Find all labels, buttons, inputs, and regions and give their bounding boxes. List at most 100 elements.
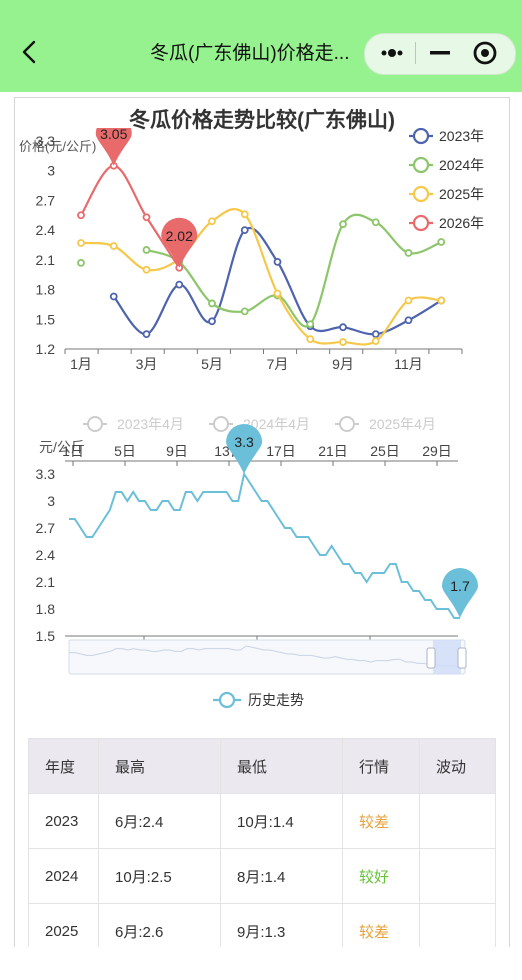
y-tick-label: 1.2 [36,341,56,357]
data-point [437,238,446,246]
cell-low: 10月:1.4 [220,793,343,849]
zoom-slider-preview [69,645,465,668]
y-tick-label: 2.7 [36,520,56,536]
cell-vol [419,903,496,948]
legend-symbol [412,214,430,232]
col-year: 年度 [28,738,99,794]
cell-trend: 较差 [342,903,420,948]
data-point [306,335,315,343]
more-icon[interactable] [366,33,416,73]
data-point [404,249,413,257]
history-marker: 1.7 [442,568,478,618]
data-point [142,265,151,274]
legend-symbol-inactive [339,416,355,432]
y-tick-label: 2.1 [36,252,56,268]
data-point [142,213,151,222]
capsule-divider [415,42,416,64]
data-point [371,218,380,227]
data-point [339,338,347,346]
col-trend: 行情 [342,738,420,794]
data-point [240,226,249,235]
x-tick-label: 5月 [201,356,223,372]
data-point [208,299,216,308]
y-axis-label: 元/公斤 [39,439,85,455]
data-point [77,211,85,220]
data-point [273,289,282,298]
zoom-slider-track [68,639,466,675]
cell-high: 6月:2.4 [98,793,221,849]
x-tick-label: 1月 [70,356,92,372]
data-point [339,323,347,332]
data-point [208,317,216,326]
cell-high: 10月:2.5 [98,848,221,904]
legend-label: 2023年 [439,128,484,144]
data-point [437,296,446,305]
content-card: 冬瓜价格走势比较(广东佛山) 价格(元/公斤) 1.2 1.5 1.8 2.1 2.4 2.… [14,97,510,949]
data-point [77,258,85,267]
legend-label: 历史走势 [248,692,304,708]
y-tick-label: 1.5 [36,628,56,644]
cell-year: 2023 [28,793,99,849]
peak-marker-shape [161,217,198,268]
legend-label-inactive: 2023年4月 [117,416,184,432]
zoom-slider-handle-left[interactable] [426,647,436,669]
col-low: 最低 [220,738,343,794]
data-point [175,280,184,289]
cell-year: 2024 [28,848,99,904]
cell-trend: 较好 [342,848,420,904]
data-point [273,257,282,266]
back-arrow-icon[interactable] [16,36,44,68]
peak-marker-label: 2.02 [166,228,193,244]
y-tick-label: 2.4 [36,222,56,238]
table-header-row: 年度 最高 最低 行情 波动 [28,738,496,794]
top-x-tick-label: 5日 [114,443,136,459]
legend-symbol [412,185,430,203]
data-point [142,246,151,254]
data-point [240,210,249,219]
top-x-tick-label: 25日 [370,443,400,459]
cell-high: 6月:2.6 [98,903,221,948]
data-point [306,320,315,329]
top-x-tick-label: 9日 [166,443,188,459]
x-tick-label: 9月 [332,356,354,372]
legend-label: 2024年 [439,157,484,173]
history-marker-label: 3.3 [234,434,254,450]
cell-low: 8月:1.4 [220,848,343,904]
top-x-tick-label: 21日 [318,443,348,459]
top-x-tick-label: 17日 [266,443,296,459]
legend-symbol [412,128,430,145]
cell-trend: 较差 [342,793,420,849]
y-tick-label: 1.8 [36,601,56,617]
data-point [371,337,380,345]
price-compare-chart: 价格(元/公斤) 1.2 1.5 1.8 2.1 2.4 2.7 3 3.3 1月 3月 5月 7月 9月… [19,128,484,372]
data-point [208,217,216,226]
minimize-icon[interactable] [415,33,465,73]
series-line-2026年 [80,164,181,269]
top-x-tick-label: 29日 [422,443,452,459]
series-line-2023年 [112,226,442,336]
y-tick-label: 3 [47,163,55,179]
cell-year: 2025 [28,903,99,948]
table-row: 2024 10月:2.5 8月:1.4 较好 [28,848,496,904]
y-tick-label: 2.4 [36,547,56,563]
bottom-safe-area [0,947,522,980]
legend-label: 2026年 [439,215,484,231]
legend-label: 2025年 [439,186,484,202]
table-row: 2025 6月:2.6 9月:1.3 较差 [28,903,496,948]
cell-low: 9月:1.3 [220,903,343,948]
legend-symbol [218,691,236,709]
y-tick-label: 3.3 [36,466,56,482]
page-title: 冬瓜(广东佛山)价格走... [150,43,350,64]
series-line-2025年 [80,208,442,346]
legend-symbol-inactive [87,416,103,432]
cell-vol [419,848,496,904]
data-point [77,239,85,247]
close-target-icon[interactable] [460,33,510,73]
legend-symbol [412,156,430,174]
x-tick-label: 11月 [394,356,423,372]
y-tick-label: 2.1 [36,574,56,590]
zoom-slider-handle-right[interactable] [457,647,467,669]
data-point [109,292,118,301]
peak-marker: 2.02 [161,217,198,268]
compare-chart-title: 冬瓜价格走势比较(广东佛山) [129,109,395,132]
